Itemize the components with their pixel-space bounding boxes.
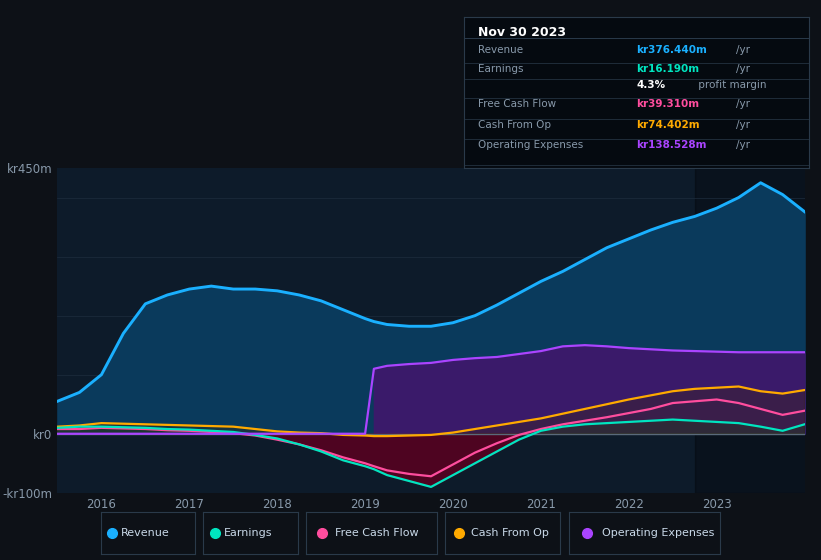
Text: profit margin: profit margin bbox=[695, 80, 766, 90]
Text: kr16.190m: kr16.190m bbox=[636, 64, 699, 74]
Text: Revenue: Revenue bbox=[122, 529, 170, 538]
Text: kr376.440m: kr376.440m bbox=[636, 45, 707, 55]
Text: kr74.402m: kr74.402m bbox=[636, 120, 699, 130]
Text: /yr: /yr bbox=[736, 100, 750, 110]
Bar bbox=[695, 168, 814, 493]
Text: /yr: /yr bbox=[736, 141, 750, 150]
Text: Cash From Op: Cash From Op bbox=[478, 120, 551, 130]
Text: /yr: /yr bbox=[736, 64, 750, 74]
Text: Free Cash Flow: Free Cash Flow bbox=[335, 529, 419, 538]
Text: Earnings: Earnings bbox=[478, 64, 523, 74]
Text: /yr: /yr bbox=[736, 45, 750, 55]
Text: Nov 30 2023: Nov 30 2023 bbox=[478, 26, 566, 39]
Text: Free Cash Flow: Free Cash Flow bbox=[478, 100, 556, 110]
Text: 4.3%: 4.3% bbox=[636, 80, 665, 90]
Text: Operating Expenses: Operating Expenses bbox=[602, 529, 714, 538]
Text: Earnings: Earnings bbox=[224, 529, 273, 538]
Text: Operating Expenses: Operating Expenses bbox=[478, 141, 583, 150]
Text: /yr: /yr bbox=[736, 120, 750, 130]
Text: Cash From Op: Cash From Op bbox=[470, 529, 548, 538]
Text: kr138.528m: kr138.528m bbox=[636, 141, 707, 150]
Text: Revenue: Revenue bbox=[478, 45, 523, 55]
Text: kr39.310m: kr39.310m bbox=[636, 100, 699, 110]
